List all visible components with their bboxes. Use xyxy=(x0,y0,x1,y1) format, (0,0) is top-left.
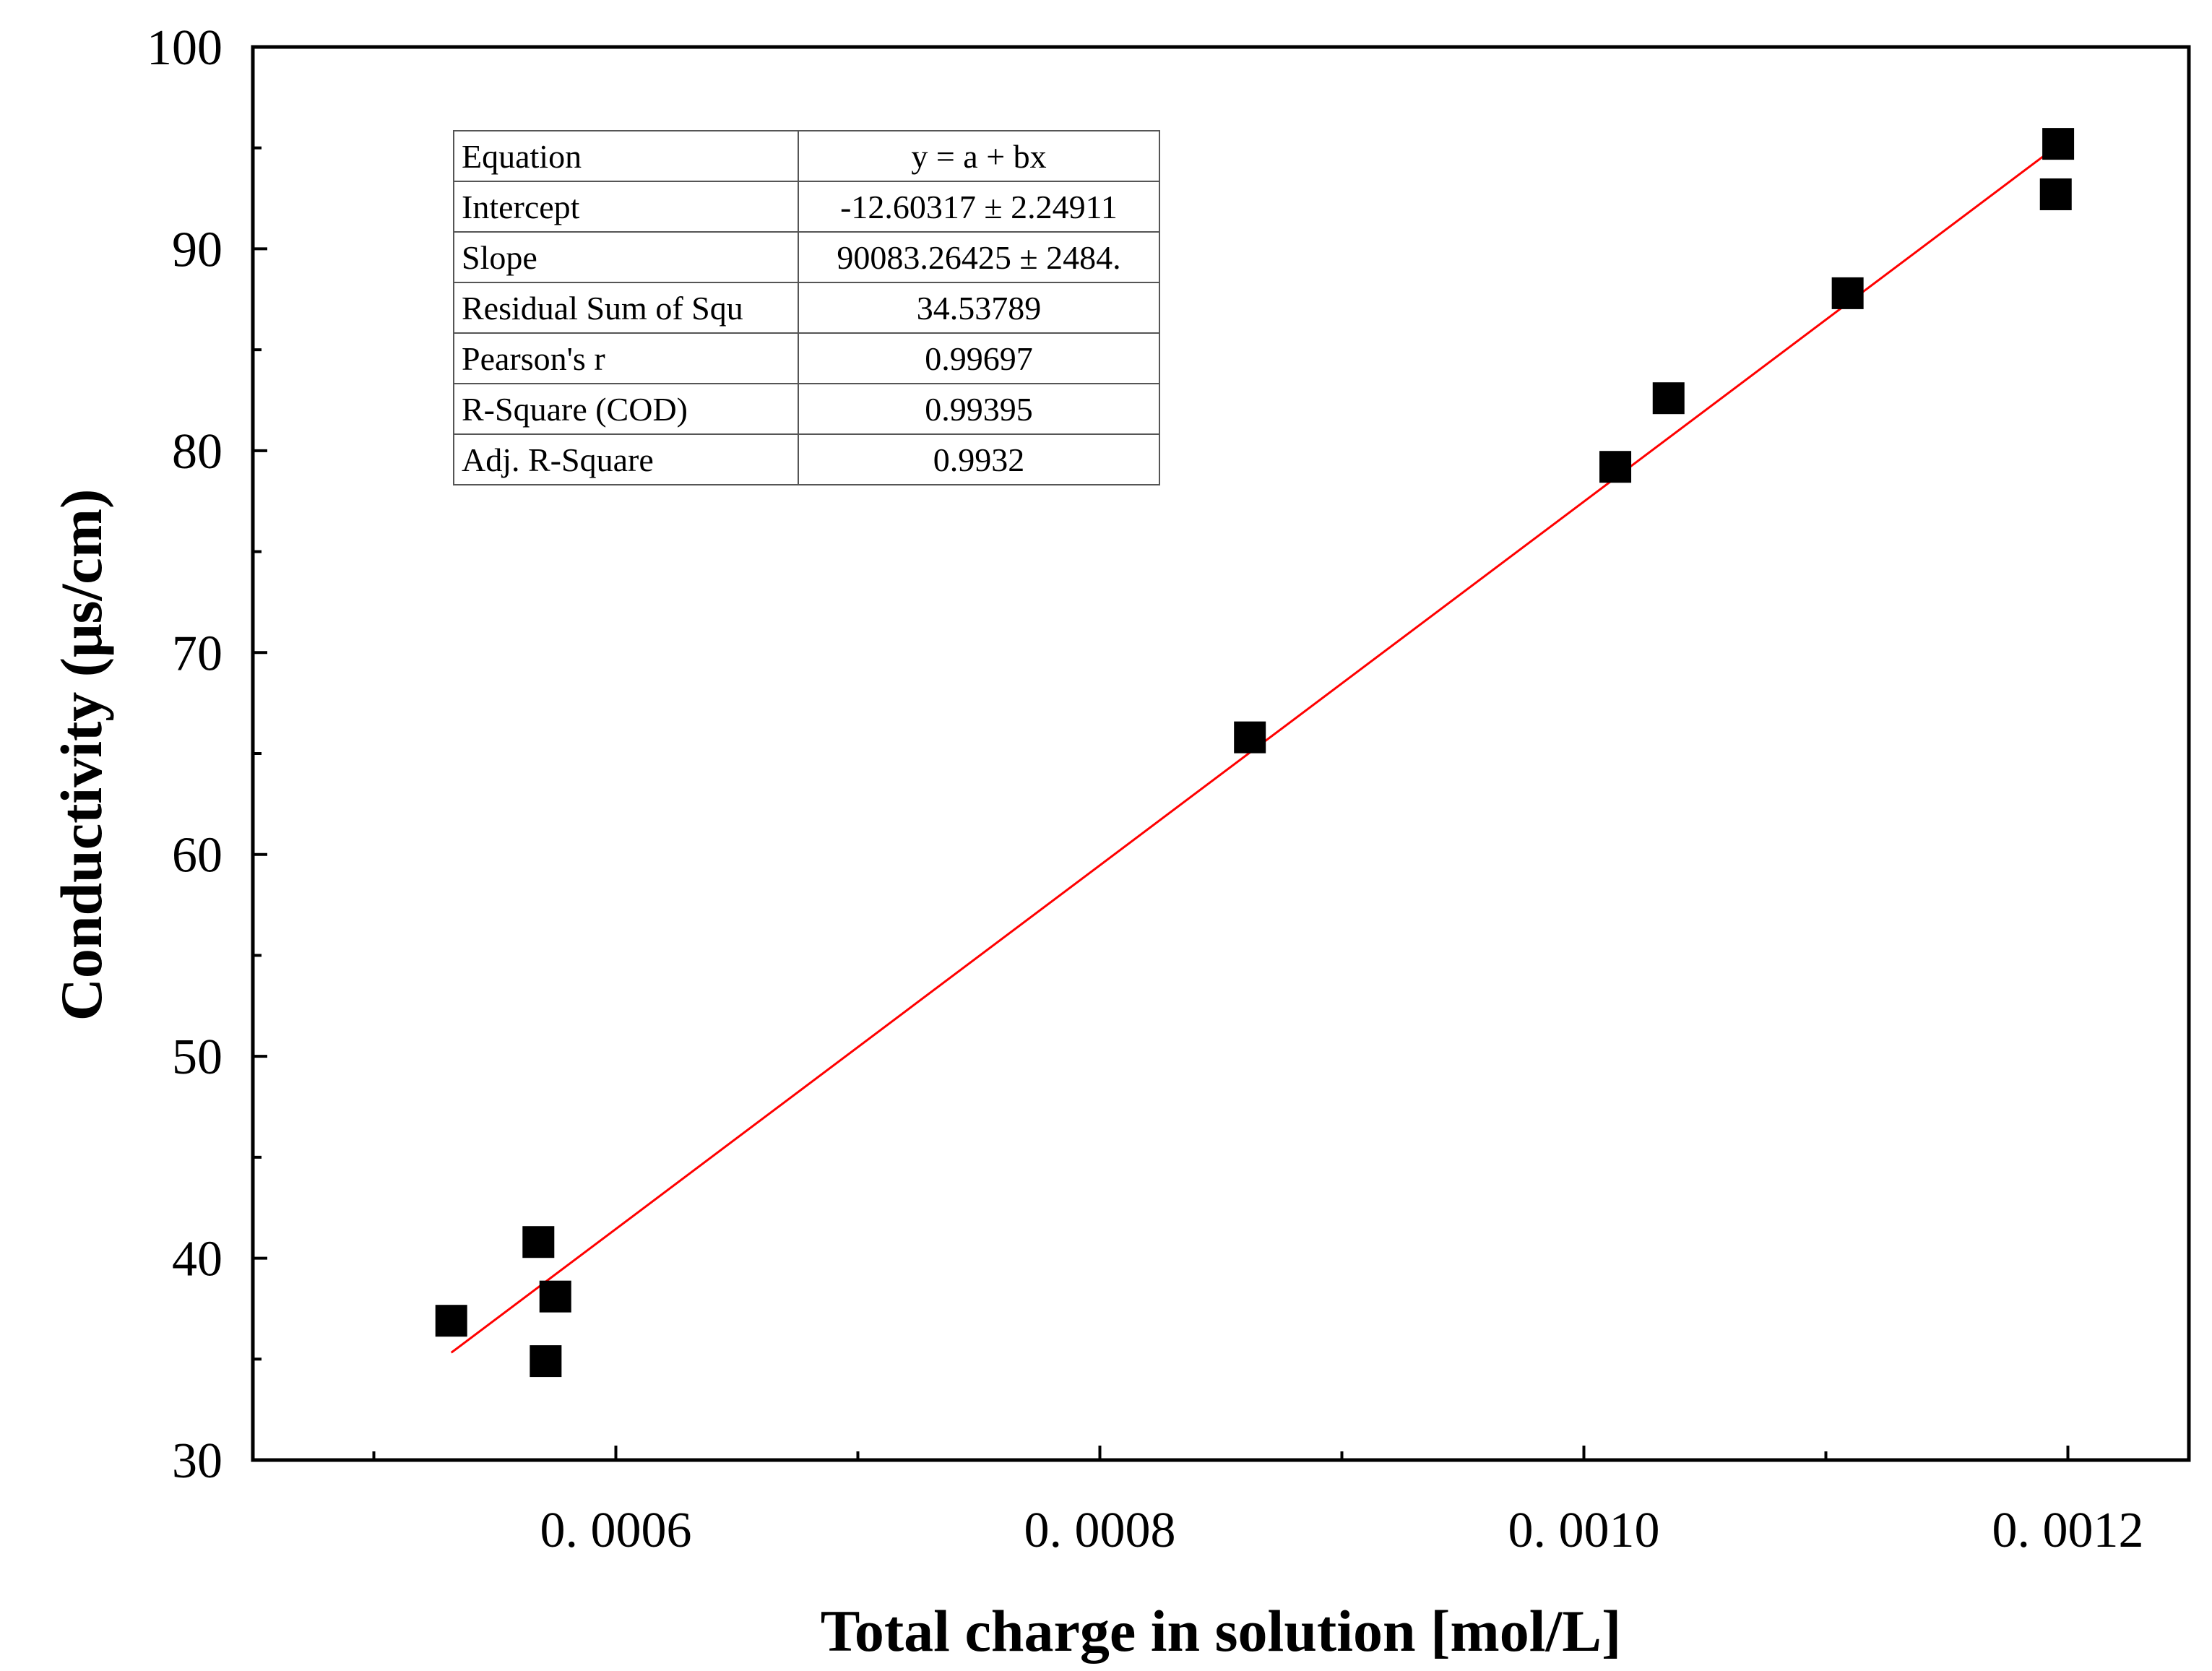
fit-key: Equation xyxy=(453,130,799,182)
data-point xyxy=(530,1345,562,1378)
y-tick-label: 100 xyxy=(147,20,223,76)
table-row: Residual Sum of Squ 34.53789 xyxy=(453,282,1160,334)
table-row: Adj. R-Square 0.9932 xyxy=(453,433,1160,485)
y-tick-label: 40 xyxy=(172,1232,223,1287)
fit-key: Slope xyxy=(453,231,799,283)
table-row: Equation y = a + bx xyxy=(453,130,1160,182)
x-tick-label: 0. 0008 xyxy=(1024,1503,1176,1558)
fit-key: Residual Sum of Squ xyxy=(453,282,799,334)
fit-key: Pearson's r xyxy=(453,332,799,384)
fit-value: -12.60317 ± 2.24911 xyxy=(798,181,1160,233)
data-point xyxy=(1831,277,1864,309)
y-tick-label: 60 xyxy=(172,828,223,884)
y-axis-title: Conductivity (μs/cm) xyxy=(48,489,114,1022)
data-point xyxy=(522,1226,555,1258)
data-point xyxy=(539,1280,571,1313)
data-points xyxy=(435,128,2075,1378)
fit-key: Adj. R-Square xyxy=(453,433,799,485)
x-tick-label: 0. 0006 xyxy=(540,1503,692,1558)
y-tick-label: 30 xyxy=(172,1433,223,1489)
fit-value: 34.53789 xyxy=(798,282,1160,334)
fit-results-table: Equation y = a + bx Intercept -12.60317 ± … xyxy=(453,130,1160,485)
data-point xyxy=(435,1305,467,1337)
fit-key: R-Square (COD) xyxy=(453,383,799,435)
table-row: Pearson's r 0.99697 xyxy=(453,332,1160,384)
x-tick-label: 0. 0010 xyxy=(1508,1503,1660,1558)
x-tick-label: 0. 0012 xyxy=(1992,1503,2144,1558)
fit-value: 90083.26425 ± 2484. xyxy=(798,231,1160,283)
y-tick-label: 50 xyxy=(172,1029,223,1085)
x-axis-ticks: 0. 0006 0. 0008 0. 0010 0. 0012 xyxy=(372,1446,2144,1558)
x-axis-title: Total charge in solution [mol/L] xyxy=(821,1598,1622,1664)
table-row: R-Square (COD) 0.99395 xyxy=(453,383,1160,435)
fit-key: Intercept xyxy=(453,181,799,233)
y-tick-label: 70 xyxy=(172,626,223,681)
fit-value: 0.99395 xyxy=(798,383,1160,435)
fit-value: 0.99697 xyxy=(798,332,1160,384)
data-point xyxy=(1599,451,1632,483)
data-point xyxy=(2039,178,2072,210)
y-axis-ticks: 30 40 50 60 70 80 90 100 xyxy=(147,20,267,1489)
table-row: Slope 90083.26425 ± 2484. xyxy=(453,231,1160,283)
y-tick-label: 80 xyxy=(172,424,223,480)
data-point xyxy=(2042,128,2075,160)
data-point xyxy=(1234,721,1266,754)
data-point xyxy=(1652,382,1685,415)
fit-value: 0.9932 xyxy=(798,433,1160,485)
y-tick-label: 90 xyxy=(172,222,223,277)
fit-value: y = a + bx xyxy=(798,130,1160,182)
table-row: Intercept -12.60317 ± 2.24911 xyxy=(453,181,1160,233)
